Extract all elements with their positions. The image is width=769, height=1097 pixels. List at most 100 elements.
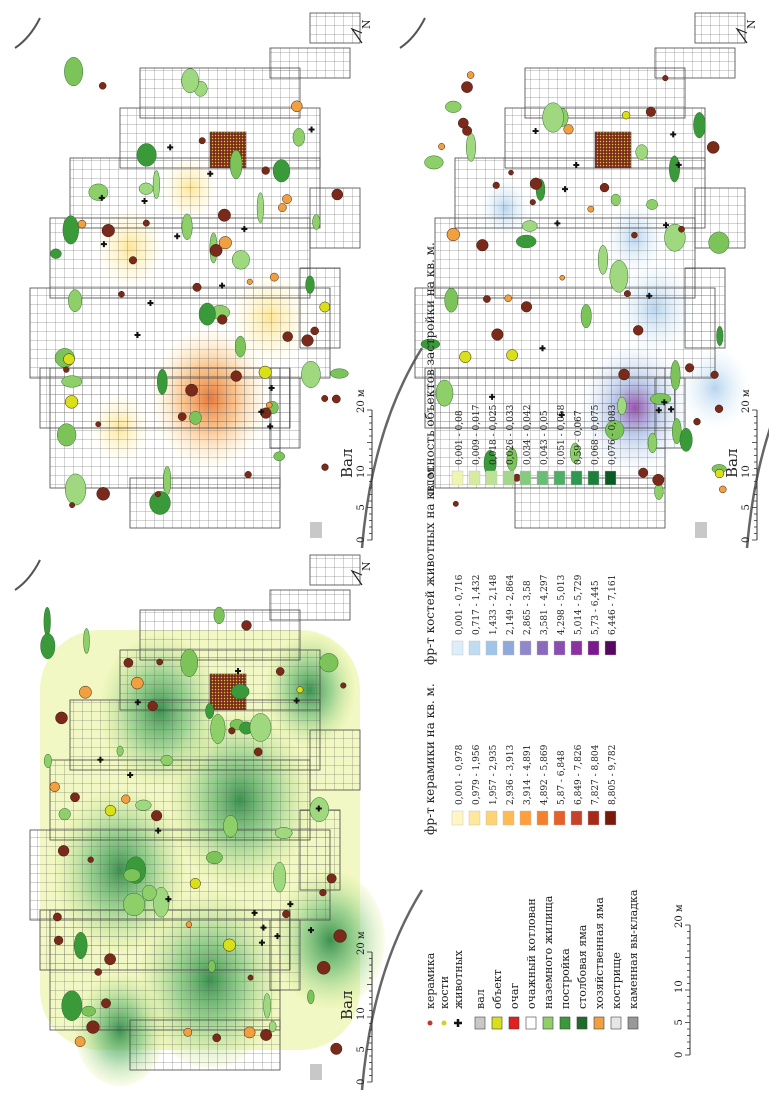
density-legend-title: фр-т керамики на кв. м. (423, 683, 437, 835)
pit-marker (623, 290, 631, 298)
legend-swatch-fire (610, 1016, 622, 1030)
grid-block (139, 67, 301, 119)
rampart-label: Вал (338, 449, 356, 479)
feature-shape (646, 199, 658, 210)
pit-marker (706, 141, 720, 154)
rampart-line (745, 347, 769, 549)
density-swatch (553, 640, 566, 656)
grid-block (514, 477, 666, 529)
feature-shape (466, 132, 476, 162)
pit-marker (241, 620, 252, 631)
pit-marker (529, 177, 542, 190)
animal-bone-cross (489, 393, 496, 400)
grid-block (49, 217, 311, 299)
north-arrow: N (350, 561, 373, 586)
density-swatch (468, 470, 481, 486)
feature-shape (181, 213, 193, 240)
pit-marker (282, 194, 292, 204)
feature-shape (180, 648, 198, 677)
legend-label-ceramics: керамика (424, 952, 437, 1009)
scale-tick-label: 20 м (674, 904, 685, 928)
grid-block (414, 287, 716, 379)
feature-shape (274, 827, 293, 839)
pit-marker (618, 368, 630, 381)
density-swatch (587, 640, 600, 656)
density-swatch (485, 810, 498, 826)
val-patch (695, 522, 707, 538)
density-swatch (519, 640, 532, 656)
feature-shape (272, 861, 287, 893)
animal-bone-cross (287, 901, 294, 908)
pit-marker (587, 205, 595, 213)
feature-shape (160, 754, 174, 766)
feature-shape (542, 102, 564, 133)
legend-label-post: столбовая яма (576, 924, 589, 1009)
pit-marker (192, 282, 202, 292)
pit-marker (243, 1026, 256, 1039)
pit-marker (70, 792, 80, 803)
pit-marker (94, 968, 102, 976)
density-class-label: 0,009 - 0,017 (472, 404, 482, 465)
density-class-label: 2,865 - 3,58 (523, 580, 533, 635)
pit-marker (529, 199, 536, 206)
pit-marker (446, 227, 460, 242)
pit-marker (131, 676, 144, 690)
animal-bone-cross (293, 697, 300, 704)
feature-shape (135, 799, 152, 811)
pit-marker (491, 328, 504, 341)
feature-shape (307, 989, 315, 1005)
pit-marker (55, 711, 68, 725)
animal-bone-cross (219, 282, 226, 289)
scale-tick-label: 10 (356, 1007, 367, 1020)
pit-marker (121, 794, 131, 804)
pit-marker (296, 686, 304, 694)
pit-marker (483, 295, 491, 303)
pit-marker (260, 1028, 273, 1041)
pit-marker (230, 370, 242, 382)
pit-marker (508, 169, 514, 176)
density-swatch (502, 470, 515, 486)
pit-marker (147, 700, 158, 712)
feature-shape (157, 368, 168, 395)
density-swatch (502, 640, 515, 656)
legend-swatch-stone (627, 1016, 639, 1030)
pit-marker (101, 224, 115, 238)
pit-marker (79, 685, 92, 699)
pit-marker (693, 418, 701, 426)
legend-scale-bar: 0 5 10 20 м (674, 904, 691, 1058)
density-swatch (587, 470, 600, 486)
pit-marker (269, 272, 279, 282)
pit-marker (265, 401, 273, 409)
north-arrow: N (350, 19, 373, 44)
rampart-line (360, 889, 424, 1091)
pit-marker (633, 325, 644, 336)
feature-shape (198, 302, 216, 326)
pit-marker (247, 974, 254, 981)
pit-marker (53, 935, 64, 946)
animal-bone-cross (258, 939, 265, 946)
feature-shape (231, 250, 250, 270)
pit-marker (64, 395, 79, 409)
grid-block (309, 187, 361, 249)
rampart-line (14, 559, 41, 591)
animal-bone-cross (141, 198, 148, 205)
animal-bone-cross (251, 909, 258, 916)
feature-shape (43, 753, 52, 768)
grid-block (269, 589, 351, 621)
pit-marker (217, 208, 231, 222)
pit-marker (128, 256, 138, 265)
legend-swatch-hearth (508, 1016, 520, 1030)
animal-bone-cross (573, 161, 580, 168)
feature-shape (597, 245, 609, 275)
pit-marker (710, 370, 719, 379)
pit-marker (438, 143, 446, 150)
density-legend-title: плотность объектов застройки на кв. м. (423, 242, 437, 495)
pit-marker (261, 166, 270, 175)
pit-marker (504, 294, 512, 303)
animal-bone-cross (562, 186, 569, 193)
density-swatch (570, 640, 583, 656)
legend-symbol-animals (454, 1019, 462, 1027)
feature-shape (123, 892, 146, 916)
pit-marker (118, 290, 125, 298)
pit-marker (506, 349, 518, 361)
